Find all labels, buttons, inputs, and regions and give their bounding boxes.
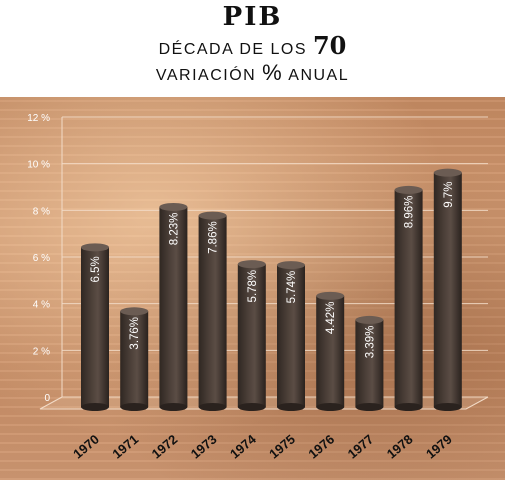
- subtitle-percent-sign: %: [262, 60, 284, 85]
- x-tick-label: 1975: [266, 432, 298, 462]
- x-tick-label: 1977: [345, 432, 377, 462]
- x-tick-label: 1973: [188, 432, 220, 462]
- y-tick-label: 10 %: [27, 160, 50, 171]
- x-tick-label: 1976: [305, 432, 337, 462]
- bar-body: [394, 189, 423, 407]
- x-tick-label: 1978: [384, 432, 416, 462]
- bar-base: [198, 403, 227, 411]
- bar-base: [394, 403, 423, 411]
- bar-body: [159, 206, 188, 407]
- chart-subtitle-line1: DÉCADA DE LOS 70: [0, 31, 505, 60]
- chart-subtitle-line2: VARIACIÓN % ANUAL: [0, 60, 505, 86]
- bar-value-label: 4.42%: [325, 302, 337, 335]
- bar: [394, 185, 423, 411]
- y-tick-label: 12 %: [27, 113, 50, 124]
- bar-base: [237, 403, 266, 411]
- bar-body: [316, 295, 345, 407]
- bar-value-label: 8.23%: [168, 213, 180, 246]
- bar-value-label: 5.78%: [247, 270, 259, 303]
- bar-cap: [277, 261, 305, 270]
- bar-body: [81, 247, 109, 407]
- subtitle-annual-text: ANUAL: [288, 67, 350, 84]
- x-tick-label: 1974: [227, 431, 259, 462]
- x-tick-label: 1971: [109, 432, 141, 462]
- bar-base: [81, 403, 109, 411]
- x-tick-label: 1970: [70, 432, 102, 462]
- bar-cap: [394, 185, 423, 194]
- y-tick-label: 8 %: [33, 206, 50, 217]
- bar-value-label: 5.74%: [286, 271, 298, 304]
- bar: [237, 260, 266, 411]
- bar-value-label: 3.76%: [129, 317, 141, 350]
- bar-value-label: 7.86%: [208, 221, 220, 254]
- bar-base: [159, 403, 188, 411]
- bar-body: [433, 172, 462, 407]
- bar: [198, 211, 227, 411]
- bar-body: [277, 265, 305, 407]
- chart-title: PIB: [222, 2, 283, 32]
- bar-cap: [355, 315, 384, 324]
- subtitle-decade-text: DÉCADA DE LOS: [158, 41, 308, 58]
- bar-base: [277, 403, 305, 411]
- bar-value-label: 3.39%: [364, 326, 376, 359]
- bar-body: [237, 264, 266, 407]
- bar: [159, 202, 188, 411]
- bar-cap: [81, 243, 109, 252]
- bar-cap: [316, 291, 345, 300]
- bar-base: [120, 403, 149, 411]
- y-tick-label: 4 %: [33, 300, 50, 311]
- bar-cap: [433, 168, 462, 177]
- bar-value-label: 8.96%: [404, 196, 416, 229]
- bar-body: [198, 215, 227, 407]
- x-tick-label: 1979: [423, 432, 455, 462]
- bar-body: [120, 311, 149, 407]
- title-block: PIB DÉCADA DE LOS 70 VARIACIÓN % ANUAL: [0, 0, 505, 96]
- bar-base: [316, 403, 345, 411]
- subtitle-variation-text: VARIACIÓN: [155, 67, 257, 84]
- x-tick-label: 1972: [149, 432, 181, 462]
- bar-value-label: 9.7%: [443, 182, 455, 208]
- bar: [81, 243, 109, 411]
- bar: [433, 168, 462, 411]
- bar-value-label: 6.5%: [90, 256, 102, 282]
- bar-body: [355, 319, 384, 407]
- bar: [120, 307, 149, 411]
- subtitle-decade-number: 70: [312, 31, 347, 60]
- bar-cap: [237, 260, 266, 269]
- bar-cap: [198, 211, 227, 220]
- bar-base: [433, 403, 462, 411]
- bar-base: [355, 403, 384, 411]
- bar: [355, 315, 384, 411]
- bar-cap: [159, 202, 188, 211]
- bar-cap: [120, 307, 149, 316]
- y-tick-label: 6 %: [33, 253, 50, 264]
- y-tick-label: 0: [44, 393, 50, 404]
- bar: [277, 261, 305, 411]
- y-tick-label: 2 %: [33, 346, 50, 357]
- bar: [316, 291, 345, 411]
